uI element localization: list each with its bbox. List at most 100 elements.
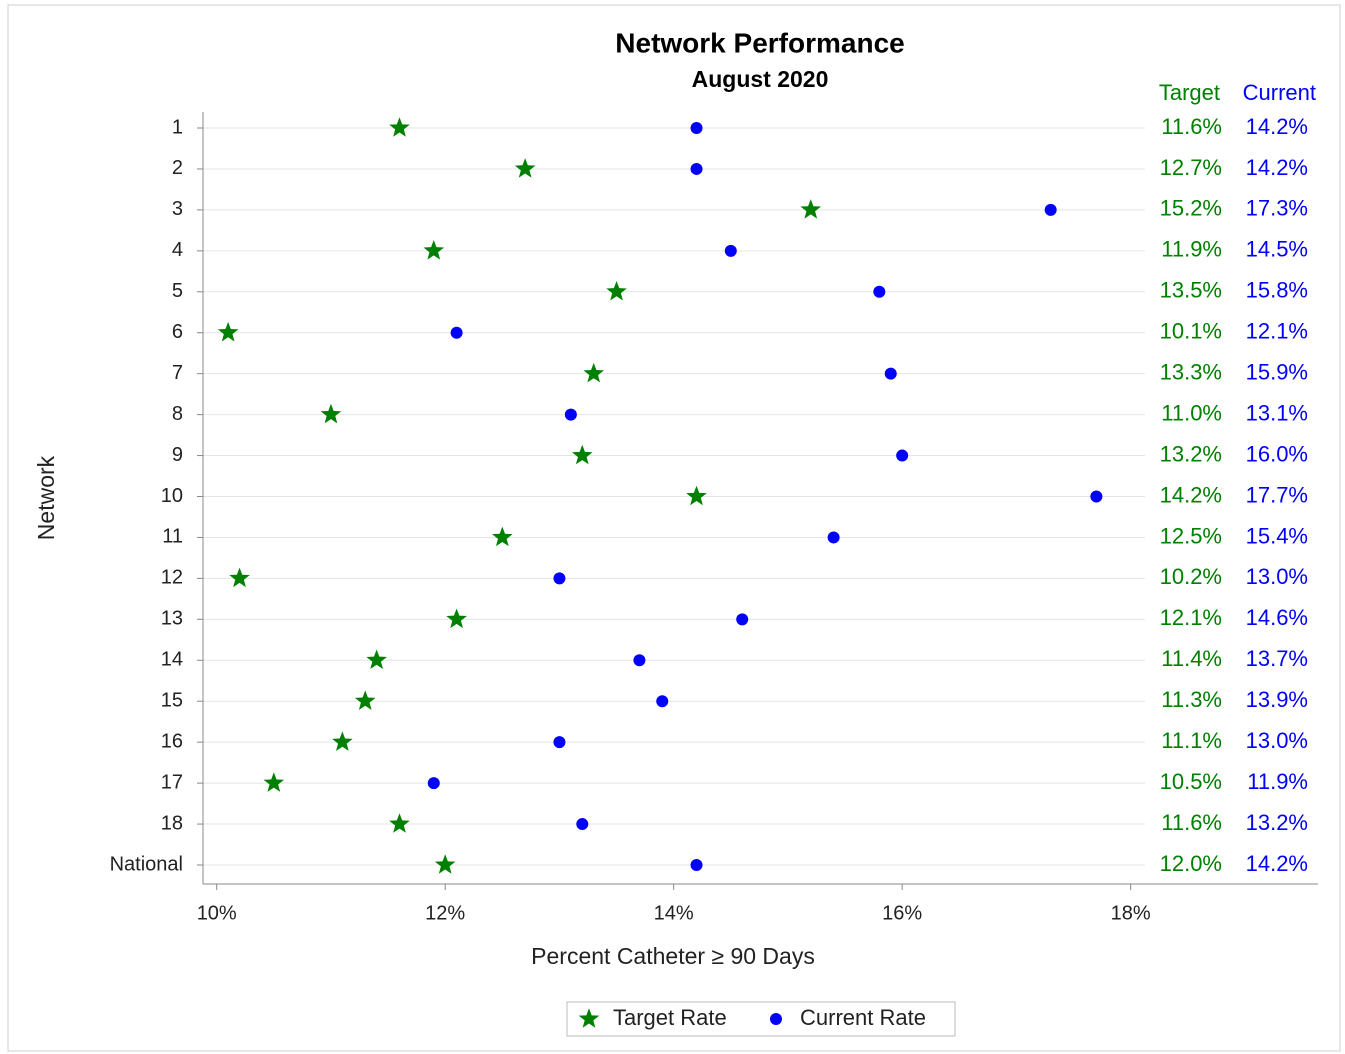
value-label: 11.1% — [1161, 728, 1222, 753]
frame — [7, 4, 1341, 1052]
value-label: 11.6% — [1161, 114, 1222, 139]
star-marker — [320, 403, 342, 424]
circle-marker — [770, 1013, 782, 1025]
y-axis-label: Network — [33, 455, 59, 540]
value-label: 12.1% — [1160, 605, 1222, 630]
value-label: 15.2% — [1160, 196, 1222, 221]
legend-box — [566, 1001, 956, 1037]
y-tick-label: 14 — [161, 649, 183, 671]
circle-marker — [690, 859, 703, 871]
y-tick-label: 7 — [172, 362, 183, 384]
circle-marker — [1090, 490, 1103, 503]
circle-marker — [724, 244, 737, 257]
value-label: 13.2% — [1160, 441, 1222, 466]
star-marker — [229, 567, 250, 588]
y-tick-label: 6 — [172, 321, 183, 343]
y-tick-label: 8 — [172, 403, 183, 425]
circle-marker — [450, 326, 463, 339]
value-label: 17.3% — [1246, 196, 1308, 221]
circle-marker — [564, 408, 577, 421]
value-label: 14.6% — [1246, 605, 1308, 630]
value-label: 14.2% — [1246, 851, 1308, 876]
star-marker — [446, 608, 467, 629]
x-tick-label: 12% — [425, 902, 465, 924]
circle-marker — [827, 531, 840, 544]
chart-title: Network Performance — [615, 27, 904, 58]
circle-marker — [656, 695, 669, 708]
value-label: 12.5% — [1160, 523, 1222, 548]
legend-label: Current Rate — [800, 1005, 926, 1030]
star-marker — [217, 321, 239, 342]
y-tick-label: 11 — [162, 526, 183, 548]
value-label: 12.1% — [1246, 319, 1308, 344]
value-label: 10.5% — [1160, 769, 1222, 794]
y-tick-label: 4 — [172, 239, 183, 261]
value-label: 14.2% — [1246, 155, 1308, 180]
value-label: 14.5% — [1246, 237, 1308, 262]
circle-marker — [553, 572, 566, 585]
star-marker — [492, 526, 513, 547]
chart-subtitle: August 2020 — [692, 66, 829, 92]
star-marker — [263, 772, 285, 792]
star-marker — [514, 158, 536, 178]
circle-marker — [553, 736, 566, 749]
x-axis-label: Percent Catheter ≥ 90 Days — [531, 943, 815, 969]
circle-marker — [690, 162, 703, 175]
value-label: 13.7% — [1246, 646, 1308, 671]
star-marker — [572, 444, 593, 465]
star-marker — [578, 1008, 600, 1028]
x-tick-label: 16% — [882, 902, 922, 924]
star-marker — [389, 117, 410, 137]
value-label: 15.8% — [1246, 278, 1308, 303]
y-tick-label: 2 — [172, 157, 183, 179]
circle-marker — [576, 818, 589, 831]
star-marker — [434, 854, 456, 874]
legend-label: Target Rate — [613, 1005, 727, 1030]
x-tick-label: 10% — [197, 902, 237, 924]
value-label: 12.0% — [1160, 851, 1222, 876]
star-marker — [332, 731, 353, 751]
value-label: 13.0% — [1246, 728, 1308, 753]
circle-marker — [873, 285, 886, 298]
star-marker — [606, 280, 627, 301]
circle-marker — [427, 777, 440, 790]
y-tick-label: 17 — [161, 771, 183, 793]
y-tick-label: 16 — [161, 730, 183, 752]
star-marker — [423, 240, 445, 260]
value-label: 17.7% — [1246, 482, 1308, 507]
value-label: 14.2% — [1246, 114, 1308, 139]
value-label: 11.6% — [1161, 810, 1222, 835]
circle-marker — [884, 367, 897, 380]
star-marker — [389, 813, 410, 833]
value-label: 13.9% — [1246, 687, 1308, 712]
y-tick-label: 12 — [161, 567, 183, 589]
value-label: 11.9% — [1161, 237, 1222, 262]
value-label: 13.3% — [1160, 359, 1222, 384]
x-tick-label: 18% — [1111, 902, 1151, 924]
circle-marker — [690, 122, 703, 134]
value-label: 14.2% — [1160, 482, 1222, 507]
y-tick-label: 1 — [172, 116, 183, 138]
star-marker — [800, 199, 822, 219]
value-label: 10.2% — [1160, 564, 1222, 589]
circle-marker — [736, 613, 749, 626]
circle-marker — [633, 654, 646, 667]
value-label: 11.0% — [1161, 400, 1222, 425]
value-label: 12.7% — [1160, 155, 1222, 180]
value-label: 13.5% — [1160, 278, 1222, 303]
y-tick-label: 10 — [161, 485, 183, 507]
star-marker — [354, 690, 376, 710]
value-label: 11.3% — [1161, 687, 1222, 712]
value-label: 11.9% — [1247, 769, 1308, 794]
y-tick-label: 3 — [172, 198, 183, 220]
star-marker — [583, 362, 604, 383]
y-tick-label: National — [110, 853, 183, 875]
circle-marker — [896, 449, 909, 462]
value-label: 13.2% — [1246, 810, 1308, 835]
column-header: Target — [1159, 80, 1220, 105]
value-label: 16.0% — [1246, 441, 1308, 466]
value-label: 15.4% — [1246, 523, 1308, 548]
star-marker — [366, 649, 387, 670]
value-label: 13.1% — [1246, 400, 1308, 425]
value-label: 13.0% — [1246, 564, 1308, 589]
